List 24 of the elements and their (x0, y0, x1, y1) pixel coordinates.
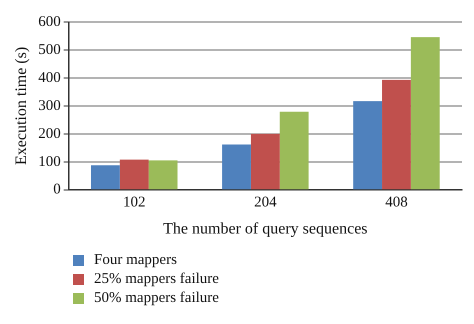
bar (250, 134, 280, 190)
y-tick-label: 100 (38, 154, 61, 170)
bar (90, 165, 120, 190)
bar (382, 80, 411, 190)
x-tick-label: 204 (254, 194, 278, 211)
bar (280, 112, 309, 190)
y-tick-label: 200 (38, 126, 61, 142)
y-tick-label: 400 (38, 70, 61, 86)
legend-label: 25% mappers failure (94, 271, 219, 288)
x-tick-label: 102 (123, 194, 146, 211)
bar (222, 144, 251, 190)
legend-label: Four mappers (94, 252, 177, 269)
bar (410, 37, 440, 190)
bar (120, 160, 149, 190)
x-axis-title: The number of query sequences (163, 220, 368, 238)
y-tick-label: 0 (53, 182, 61, 198)
x-tick-label: 408 (385, 194, 408, 211)
y-tick-label: 500 (38, 42, 61, 58)
y-axis-title: Execution time (s) (12, 46, 30, 165)
bar (148, 160, 178, 190)
legend-label: 50% mappers failure (94, 290, 219, 307)
y-tick-label: 600 (38, 14, 61, 30)
bar (353, 101, 382, 190)
y-tick-label: 300 (38, 98, 61, 114)
